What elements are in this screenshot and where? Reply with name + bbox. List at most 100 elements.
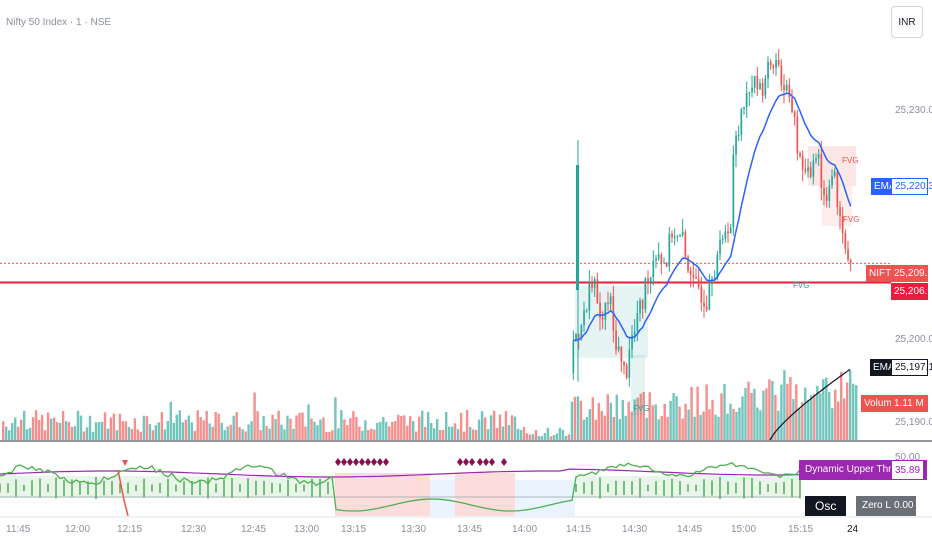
candle-body — [841, 216, 844, 234]
dynamic-upper-threshold-line — [0, 468, 801, 478]
candle-body — [585, 310, 588, 312]
time-tick-label: 13:15 — [341, 524, 367, 535]
volume-bar — [591, 397, 594, 440]
volume-bar — [651, 405, 654, 440]
volume-bar — [37, 420, 41, 440]
candle-body — [788, 84, 791, 98]
volume-bar — [187, 415, 190, 440]
candle-body — [572, 340, 575, 374]
volume-bar — [67, 422, 71, 440]
volume-bar — [376, 422, 379, 440]
volume-bar — [136, 429, 140, 440]
volume-bar — [223, 430, 226, 440]
candle-body — [657, 254, 660, 259]
volume-bar — [283, 429, 286, 440]
time-tick-label: 11:45 — [6, 524, 31, 535]
candle-body — [697, 279, 700, 287]
sell-signal-marker — [122, 460, 128, 466]
candle-body — [668, 233, 671, 267]
currency-button[interactable]: INR — [891, 6, 923, 38]
candle-body — [769, 61, 772, 66]
zero-line-value: 0.00 — [891, 496, 917, 516]
volume-bar — [70, 426, 74, 440]
candle-body — [844, 233, 847, 249]
volume-bar — [558, 427, 562, 440]
volume-bar — [61, 411, 65, 440]
volume-bar — [331, 430, 334, 440]
time-tick-label: 13:45 — [457, 524, 483, 535]
volume-bar — [58, 422, 62, 440]
volume-bar — [657, 419, 660, 440]
volume-bar — [352, 411, 355, 440]
candle-body — [785, 84, 788, 91]
volume-bar — [786, 383, 789, 440]
volume-bar — [307, 404, 310, 440]
volume-bar — [759, 410, 762, 440]
volume-bar — [17, 426, 20, 440]
volume-bar — [436, 419, 439, 440]
volume-bar — [582, 419, 585, 440]
candle-body — [703, 302, 705, 307]
volume-bar — [361, 430, 364, 440]
volume-bar — [211, 426, 214, 440]
time-tick-label: 13:00 — [294, 524, 320, 535]
volume-bar — [94, 422, 98, 440]
candle-body — [633, 331, 636, 335]
candle-body — [580, 325, 583, 338]
candle-body — [767, 61, 769, 79]
volume-bar — [546, 427, 550, 440]
volume-bar — [385, 421, 388, 440]
volume-bar — [391, 421, 394, 440]
volume-bar — [23, 410, 26, 440]
volume-bar — [747, 381, 750, 440]
volume-bar — [226, 426, 229, 440]
volume-bar — [831, 408, 834, 440]
osc-tag: Osc — [805, 496, 847, 516]
volume-bar — [576, 396, 580, 440]
volume-bar — [52, 417, 56, 440]
volume-bar — [55, 422, 59, 440]
ema-fast-line — [573, 92, 852, 342]
signal-diamond — [501, 458, 507, 466]
volume-bar — [64, 421, 68, 440]
volume-bar — [468, 427, 472, 440]
volume-bar — [597, 402, 600, 440]
volume-bar — [11, 423, 14, 440]
volume-bar — [567, 434, 571, 440]
candle-body — [809, 167, 812, 177]
volume-bar — [229, 424, 232, 440]
volume-bar — [624, 415, 627, 440]
volume-bar — [519, 430, 523, 440]
volume-bar — [415, 431, 418, 440]
volume-bar — [151, 430, 155, 440]
volume-bar — [97, 422, 101, 440]
candle-body — [745, 93, 748, 108]
candle-body — [660, 254, 663, 263]
volume-bar — [771, 381, 774, 440]
candle-body — [652, 260, 655, 278]
volume-bar — [145, 416, 149, 440]
volume-bar — [430, 422, 433, 440]
volume-bar — [247, 424, 250, 440]
candle-body — [839, 207, 841, 217]
volume-bar — [394, 421, 397, 440]
candle-body — [647, 278, 649, 283]
volume-bar — [310, 418, 313, 440]
volume-bar — [154, 425, 157, 440]
candlestick-series — [572, 49, 852, 387]
volume-bar — [555, 433, 559, 440]
candle-body — [596, 279, 599, 303]
volume-bar — [25, 429, 29, 440]
time-tick-label: 12:45 — [241, 524, 267, 535]
osc-neutral-zone — [430, 480, 455, 516]
volume-bar — [684, 403, 687, 440]
candle-body — [807, 167, 809, 172]
volume-bar — [483, 417, 487, 440]
candle-body — [599, 302, 601, 318]
volume-bar — [678, 406, 681, 440]
volume-bar — [696, 386, 699, 440]
volume-bar — [852, 383, 855, 440]
volume-bar — [540, 436, 544, 440]
volume-bar — [690, 386, 693, 440]
